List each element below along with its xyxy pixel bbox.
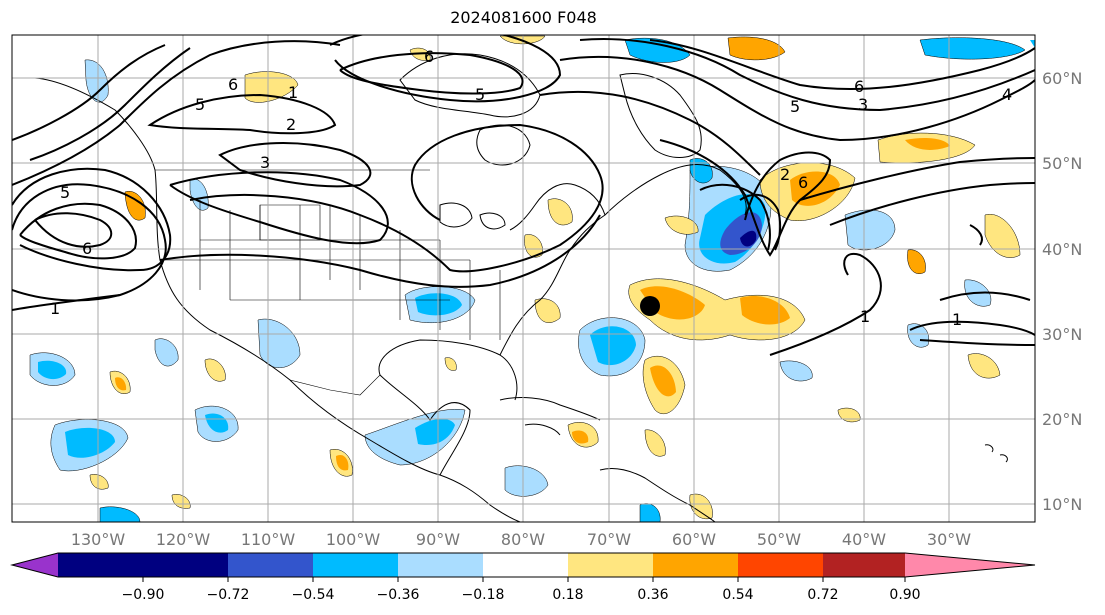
lat-label: 40°N: [1042, 240, 1082, 259]
colorbar-segment: [143, 553, 228, 577]
lat-label: 60°N: [1042, 69, 1082, 88]
colorbar-segment: [483, 553, 568, 577]
contour-label: 1: [952, 310, 962, 329]
lat-label: 30°N: [1042, 325, 1082, 344]
colorbar-tick-label: 0.18: [552, 587, 583, 603]
lon-label: 90°W: [416, 530, 460, 549]
colorbar-tick-label: 0.90: [889, 587, 920, 603]
contour-label: 6: [424, 47, 434, 66]
lat-label: 20°N: [1042, 410, 1082, 429]
latitude-labels: 60°N 50°N 40°N 30°N 20°N 10°N: [1042, 69, 1082, 514]
lat-label: 10°N: [1042, 495, 1082, 514]
colorbar-tick-label: −0.54: [292, 587, 335, 603]
storm-position-marker: [640, 296, 660, 316]
colorbar-tick-label: 0.36: [637, 587, 668, 603]
contour-label: 2: [286, 115, 296, 134]
lon-label: 130°W: [71, 530, 126, 549]
lon-label: 50°W: [757, 530, 801, 549]
contour-label: 5: [60, 183, 70, 202]
contour-label: 3: [858, 95, 868, 114]
contour-label: 5: [475, 85, 485, 104]
colorbar-segment: [568, 553, 653, 577]
colorbar-tick-label: −0.72: [207, 587, 250, 603]
contour-label: 6: [854, 77, 864, 96]
colorbar-segment: [653, 553, 738, 577]
colorbar-segment: [738, 553, 823, 577]
colorbar-tick-label: 0.54: [722, 587, 753, 603]
contour-label: 6: [82, 239, 92, 258]
colorbar: −0.90 −0.72 −0.54 −0.36 −0.18 0.18 0.36 …: [10, 552, 1036, 603]
colorbar-tick-label: −0.36: [377, 587, 420, 603]
colorbar-segment: [228, 553, 313, 577]
lon-label: 30°W: [927, 530, 971, 549]
map-title: 2024081600 F048: [450, 8, 597, 27]
colorbar-segment: [823, 553, 905, 577]
contour-label: 5: [790, 97, 800, 116]
lon-label: 110°W: [241, 530, 296, 549]
lon-label: 60°W: [672, 530, 716, 549]
contour-label: 6: [228, 75, 238, 94]
positive-anomaly-shading: [89, 35, 1021, 520]
contour-label: 1: [50, 299, 60, 318]
colorbar-segment: [398, 553, 483, 577]
colorbar-segment: [313, 553, 398, 577]
lon-label: 70°W: [587, 530, 631, 549]
colorbar-tick-label: −0.18: [462, 587, 505, 603]
longitude-labels: 130°W 120°W 110°W 100°W 90°W 80°W 70°W 6…: [71, 530, 971, 549]
lon-label: 120°W: [156, 530, 211, 549]
contour-label: 1: [860, 307, 870, 326]
graticule: [12, 35, 1035, 522]
contour-label: 1: [288, 83, 298, 102]
lat-label: 50°N: [1042, 154, 1082, 173]
lon-label: 80°W: [501, 530, 545, 549]
colorbar-tick-label: −0.90: [122, 587, 165, 603]
contour-label: 5: [195, 95, 205, 114]
colorbar-ticks: −0.90 −0.72 −0.54 −0.36 −0.18 0.18 0.36 …: [122, 577, 921, 603]
colorbar-over-arrow: [905, 553, 1035, 577]
political-borders: [155, 169, 501, 396]
colorbar-under-arrow: [12, 553, 58, 577]
contour-label: 4: [1002, 85, 1012, 104]
colorbar-tick-label: 0.72: [807, 587, 838, 603]
lon-label: 100°W: [326, 530, 381, 549]
lon-label: 40°W: [842, 530, 886, 549]
contour-label: 2: [780, 165, 790, 184]
map-frame: [11, 34, 1036, 523]
contour-lines: [12, 35, 1035, 356]
contour-label: 6: [798, 173, 808, 192]
contour-labels: 1 6 5 1 2 3 5 6 5 6 5 3 6 4 1 1 6 2: [50, 47, 1012, 329]
colorbar-segment: [58, 553, 143, 577]
contour-label: 3: [260, 153, 270, 172]
